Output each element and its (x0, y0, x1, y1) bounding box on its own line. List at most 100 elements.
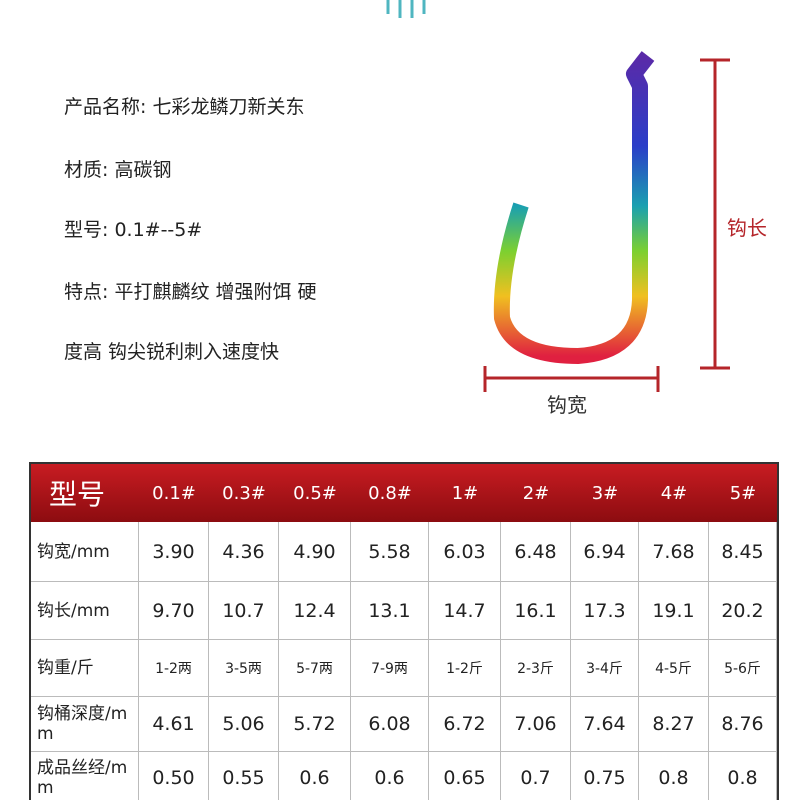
table-cell: 0.75 (571, 752, 639, 800)
table-cell: 5-6斤 (709, 640, 777, 697)
table-cell: 0.8 (709, 752, 777, 800)
table-cell: 0.6 (351, 752, 429, 800)
text: 0.8 (727, 766, 758, 789)
text: 5.06 (222, 713, 265, 735)
text: 7.68 (652, 540, 695, 563)
header-cell: 1# (429, 464, 501, 522)
text: 产品名称: 七彩龙鳞刀新关东 (64, 96, 305, 118)
table-cell: 0.50 (139, 752, 209, 800)
text: 0.75 (583, 766, 626, 789)
text: 7-9两 (371, 661, 408, 677)
table-cell: 3-4斤 (571, 640, 639, 697)
header-cell: 2# (501, 464, 571, 522)
text: 0.7 (520, 766, 551, 789)
length-label: 钩长 (727, 216, 767, 240)
table-cell: 4.36 (209, 522, 279, 582)
text: 0.1# (152, 482, 196, 504)
table-cell: 0.55 (209, 752, 279, 800)
table-cell: 5-7两 (279, 640, 351, 697)
width-label: 钩宽 (547, 393, 587, 417)
text: 钩长/mm (37, 600, 110, 621)
spec-line: 度高 钩尖锐利刺入速度快 (64, 337, 279, 364)
text: 0.8 (658, 766, 689, 789)
table-cell: 6.03 (429, 522, 501, 582)
table-cell: 7.68 (639, 522, 709, 582)
text: 0.8# (368, 482, 412, 504)
row-label: 钩桶深度/mm (31, 697, 139, 752)
text: 1# (451, 482, 479, 504)
table-cell: 14.7 (429, 582, 501, 640)
table-cell: 4-5斤 (639, 640, 709, 697)
table-cell: 8.27 (639, 697, 709, 752)
table-cell: 6.94 (571, 522, 639, 582)
text: 17.3 (583, 599, 626, 622)
table-cell: 4.90 (279, 522, 351, 582)
text: 0.55 (222, 766, 265, 789)
text: 1-2斤 (446, 661, 483, 677)
header-cell: 3# (571, 464, 639, 522)
table-cell: 9.70 (139, 582, 209, 640)
text: 4.61 (152, 713, 195, 735)
text: 钩宽/mm (37, 541, 110, 562)
text: 钩重/斤 (37, 658, 94, 678)
text: 5.58 (368, 540, 411, 563)
decor (386, 0, 426, 18)
table-cell: 12.4 (279, 582, 351, 640)
table-cell: 13.1 (351, 582, 429, 640)
text: 16.1 (514, 599, 557, 622)
table-cell: 5.72 (279, 697, 351, 752)
table-cell: 20.2 (709, 582, 777, 640)
header-cell: 4# (639, 464, 709, 522)
text: 0.65 (443, 766, 486, 789)
table-cell: 1-2两 (139, 640, 209, 697)
dimension-lines (483, 58, 730, 392)
table-cell: 8.76 (709, 697, 777, 752)
text: 型号 (49, 478, 106, 511)
table-cell: 2-3斤 (501, 640, 571, 697)
text: 4.36 (222, 540, 265, 563)
table-cell: 17.3 (571, 582, 639, 640)
text: 钩桶深度/mm (37, 704, 128, 744)
table-cell: 6.48 (501, 522, 571, 582)
text: 19.1 (652, 599, 695, 622)
header-cell: 0.5# (279, 464, 351, 522)
header-cell: 5# (709, 464, 777, 522)
header-cell: 0.3# (209, 464, 279, 522)
text: 7.64 (583, 713, 626, 735)
text: 2# (522, 482, 550, 504)
table-cell: 6.08 (351, 697, 429, 752)
spec-line: 型号: 0.1#--5# (64, 215, 202, 242)
text: 8.27 (652, 713, 695, 735)
text: 7.06 (514, 713, 557, 735)
table-cell: 16.1 (501, 582, 571, 640)
spec-table: 型号 0.1# 0.3# 0.5# 0.8# 1# 2# 3# 4# 5# 钩宽/mm 3.90 4.3… (29, 462, 779, 800)
text: 6.72 (443, 713, 486, 735)
table-cell: 7-9两 (351, 640, 429, 697)
text: 12.4 (293, 599, 336, 622)
text: 4# (660, 482, 688, 504)
text: 成品丝经/mm (37, 757, 128, 798)
text: 2-3斤 (517, 661, 554, 677)
table-cell: 10.7 (209, 582, 279, 640)
text: 6.03 (443, 540, 486, 563)
table-cell: 19.1 (639, 582, 709, 640)
row-label: 钩长/mm (31, 582, 139, 640)
table-header (31, 464, 777, 522)
table-cell: 7.64 (571, 697, 639, 752)
text: 6.08 (368, 713, 411, 735)
table-cell: 6.72 (429, 697, 501, 752)
row-label: 钩重/斤 (31, 640, 139, 697)
text: 8.76 (721, 713, 764, 735)
table-cell: 0.65 (429, 752, 501, 800)
text: 特点: 平打麒麟纹 增强附饵 硬 (64, 281, 317, 303)
header-cell: 0.8# (351, 464, 429, 522)
text: 0.3# (222, 482, 266, 504)
text: 度高 钩尖锐利刺入速度快 (64, 341, 280, 363)
text: 1-2两 (155, 661, 192, 677)
table-cell: 1-2斤 (429, 640, 501, 697)
spec-line: 产品名称: 七彩龙鳞刀新关东 (64, 92, 304, 119)
header-cell: 型号 (31, 464, 157, 522)
text: 13.1 (368, 599, 411, 622)
text: 5-7两 (296, 661, 333, 677)
